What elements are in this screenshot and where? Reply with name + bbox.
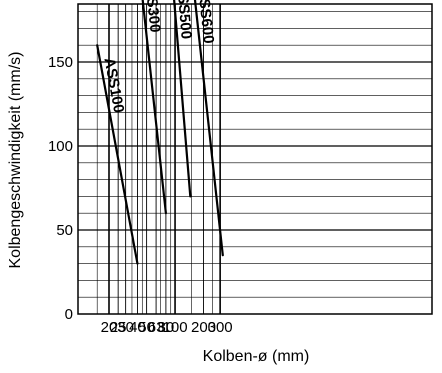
x-tick-label: 100 [163,319,188,336]
series-line-ass300 [141,0,167,215]
x-tick-label: 30 [117,319,134,336]
series-label-ass500: ASS500 [173,0,195,40]
series-label-ass600: ASS600 [194,0,217,44]
x-tick-label: 80 [158,319,175,336]
y-tick-label: 50 [56,222,73,239]
series-line-ass600 [193,0,224,257]
x-tick-label: 40 [129,319,146,336]
plot-frame [77,3,433,315]
x-tick-label: 50 [138,319,155,336]
x-tick-label: 63 [148,319,165,336]
series-lines [96,0,224,265]
x-tick-label: 25 [110,319,127,336]
x-tick-label: 20 [101,319,118,336]
y-tick-label: 0 [65,306,73,323]
y-axis-title: Kolbengeschwindigkeit (mm/s) [7,52,24,269]
y-tick-label: 100 [48,138,73,155]
x-tick-label: 200 [191,319,216,336]
y-tick-label: 150 [48,54,73,71]
x-axis-title: Kolben-ø (mm) [203,348,310,365]
series-line-ass500 [173,0,192,198]
y-tick-labels: 050100150200250 [48,54,73,323]
x-tick-label: 300 [208,319,233,336]
series-line-ass100 [96,44,139,265]
series-label-ass300: ASS300 [141,0,164,33]
